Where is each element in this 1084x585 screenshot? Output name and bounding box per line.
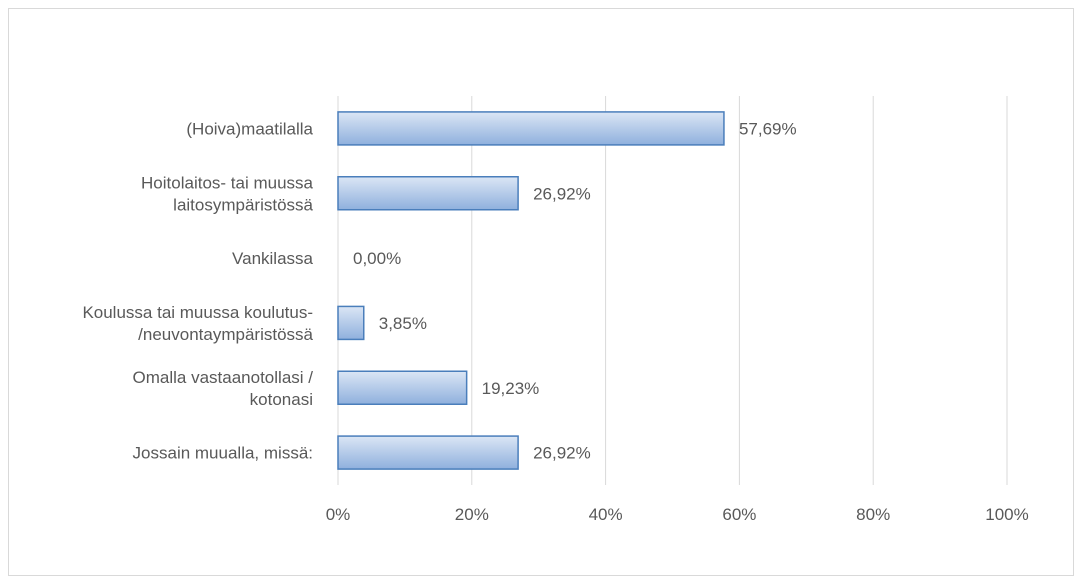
category-label: Jossain muualla, missä: [133, 444, 313, 463]
x-tick-label: 100% [985, 505, 1028, 524]
category-label: laitosympäristössä [173, 195, 313, 214]
x-tick-label: 20% [455, 505, 489, 524]
bars [337, 111, 725, 470]
x-tick-label: 40% [589, 505, 623, 524]
bar [337, 305, 365, 341]
category-labels: (Hoiva)maatilalla Hoitolaitos- tai muussa… [82, 119, 313, 462]
bar [337, 370, 468, 405]
x-axis-ticks: 0% 20% 40% 60% 80% 100% [326, 505, 1029, 524]
x-tick-label: 80% [856, 505, 890, 524]
category-label: Omalla vastaanotollasi / [133, 368, 314, 387]
data-label: 26,92% [533, 184, 591, 203]
category-label: Hoitolaitos- tai muussa [141, 173, 314, 192]
bar [337, 176, 519, 211]
data-label: 19,23% [482, 379, 540, 398]
category-label: Vankilassa [232, 249, 313, 268]
x-tick-label: 0% [326, 505, 351, 524]
data-labels: 57,69% 26,92% 0,00% 3,85% 19,23% 26,92% [353, 119, 797, 462]
chart-frame [8, 8, 1074, 576]
gridlines [337, 96, 1008, 485]
data-label: 57,69% [739, 119, 797, 138]
category-label: kotonasi [250, 390, 313, 409]
x-tick-label: 60% [722, 505, 756, 524]
data-label: 3,85% [379, 314, 427, 333]
category-label: (Hoiva)maatilalla [186, 119, 313, 138]
bar [337, 111, 725, 146]
data-label: 26,92% [533, 444, 591, 463]
bar [337, 435, 519, 470]
data-label: 0,00% [353, 249, 401, 268]
category-label: Koulussa tai muussa koulutus- [82, 303, 313, 322]
category-label: /neuvontaympäristössä [138, 325, 313, 344]
